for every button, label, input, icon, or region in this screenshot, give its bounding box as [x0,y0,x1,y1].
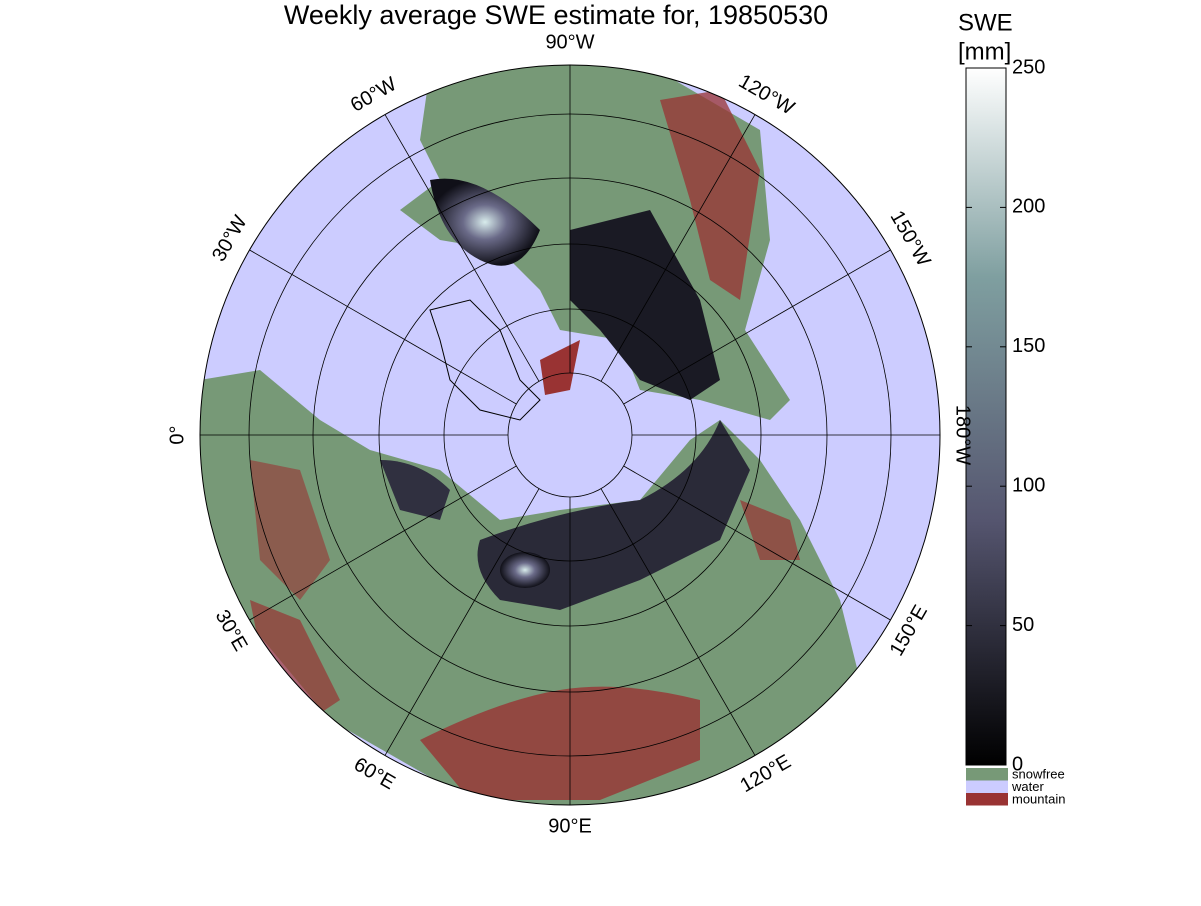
legend-swatch [966,768,1008,781]
colorbar [965,67,1007,766]
legend-label: water [1011,779,1044,794]
colorbar-tick-label: 200 [1012,196,1045,218]
colorbar-tick-label: 50 [1012,614,1034,636]
legend-label: snowfree [1012,766,1065,781]
coastline [429,299,541,421]
mountain [420,686,700,800]
colorbar-tick-label: 250 [1012,56,1045,78]
snow-cover [430,178,540,266]
mountain [250,600,340,720]
mountain [250,460,330,600]
snow-cover [380,460,450,520]
longitude-label: 90°W [545,31,594,53]
longitude-label: 180°W [952,405,974,465]
longitude-label: 90°E [548,815,592,837]
meridian [384,114,540,382]
colorbar-label: SWE [958,9,1013,36]
colorbar-tick-label: 100 [1012,474,1045,496]
meridian [384,488,540,756]
meridian [623,249,891,405]
map-title: Weekly average SWE estimate for, 1985053… [284,0,828,30]
legend-swatch [966,780,1008,793]
meridian [249,249,517,405]
legend-label: mountain [1012,791,1065,806]
colorbar-tick-label: 150 [1012,335,1045,357]
mountain [660,90,760,300]
map-area [200,65,940,805]
meridian [249,465,517,621]
mountain [740,500,800,560]
meridian [623,465,891,621]
longitude-label: 0° [166,425,188,444]
legend-swatch [966,793,1008,806]
colorbar-tick-label: 0 [1012,753,1023,775]
colorbar-label: [mm] [958,38,1011,65]
graticule [199,64,941,806]
snow-cover [500,552,550,588]
meridian [600,114,756,382]
meridian [600,488,756,756]
